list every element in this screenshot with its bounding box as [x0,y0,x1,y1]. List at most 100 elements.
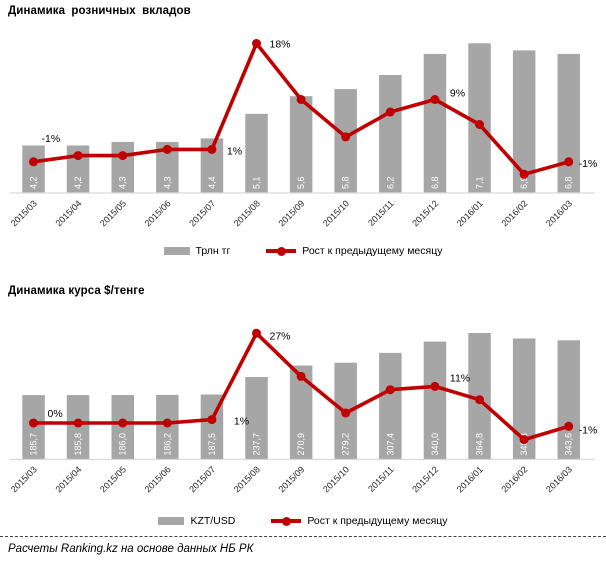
bar [245,377,268,460]
bar [512,338,536,460]
x-tick-label: 2016/01 [455,464,485,494]
x-tick-label: 2015/07 [187,198,217,228]
growth-value-label: 27% [270,330,291,342]
line-point [296,371,306,381]
line-point [118,151,128,161]
growth-value-label: 1% [234,416,249,428]
x-tick-label: 2015/08 [232,464,262,494]
bar-value-label: 186,2 [162,433,172,456]
x-tick-label: 2015/08 [232,198,262,228]
bar-value-label: 364,8 [475,433,485,456]
line-series-swatch [266,246,297,256]
line-point [341,132,351,142]
bar-value-label: 4,2 [29,176,39,189]
bar-value-label: 6,8 [430,176,440,189]
bar-value-label: 4,4 [207,176,217,189]
x-tick-label: 2016/01 [455,198,485,228]
dashed-separator [0,536,606,537]
x-tick-label: 2015/03 [9,198,39,228]
bar-value-label: 279,2 [341,433,351,456]
line-point [162,418,172,428]
bar-value-label: 6,8 [564,176,574,189]
source-note: Расчеты Ranking.kz на основе данных НБ Р… [8,543,254,555]
line-series-label: Рост к предыдущему месяцу [307,515,448,527]
bar-value-label: 7,1 [475,176,485,189]
x-tick-label: 2015/10 [321,464,351,494]
x-tick-label: 2015/05 [98,198,128,228]
x-tick-label: 2015/12 [410,198,440,228]
line-point [162,144,172,154]
x-tick-label: 2015/11 [366,464,396,494]
growth-value-label: -1% [579,158,598,170]
line-marker-icon [276,246,286,256]
chart1-title: Динамика розничных вкладов [8,5,191,17]
bar-value-label: 5,1 [252,176,262,189]
bar [557,53,580,194]
line-series-swatch [271,516,302,526]
x-tick-label: 2015/07 [187,464,217,494]
line-point [252,39,261,48]
bar [200,138,224,193]
x-tick-label: 2016/02 [499,464,529,494]
bar-value-label: 185,8 [73,433,83,456]
line-point [29,418,38,428]
bar [423,341,447,460]
bar [156,141,179,193]
bar-value-label: 340,0 [430,433,440,456]
x-tick-label: 2015/06 [143,198,173,228]
bar [379,75,402,193]
growth-value-label: 11% [450,372,470,384]
line-point [341,408,351,418]
x-tick-label: 2015/04 [53,198,83,228]
x-tick-label: 2015/10 [321,198,351,228]
bar [289,365,313,460]
bar-value-label: 6,2 [385,176,395,189]
line-point [207,144,217,154]
chart2-legend: KZT/USD Рост к предыдущему месяцу [0,513,606,529]
bar-series-label: KZT/USD [190,515,236,527]
bar-value-label: 270,9 [296,433,306,456]
x-tick-label: 2015/11 [366,198,396,228]
legend-item-line: Рост к предыдущему месяцу [266,245,442,257]
bar [22,145,45,193]
bar-value-label: 237,7 [252,433,262,456]
x-tick-label: 2015/04 [53,464,83,494]
line-point [207,415,217,425]
bar-value-label: 4,3 [162,176,172,189]
chart1-legend: Трлн тг Рост к предыдущему месяцу [0,243,606,259]
retail-deposits-chart: 4,2 4,2 4,3 4,3 4,4 5,1 5,6 5,8 6,2 6,8 7,1 6,9 6,8 2… [9,39,598,229]
bar-value-label: 4,3 [118,176,128,189]
x-tick-label: 2015/05 [98,464,128,494]
line-point [29,157,38,167]
line-point [475,120,484,129]
x-tick-label: 2015/03 [9,464,39,494]
growth-value-label: 1% [227,145,242,157]
bar-value-label: 4,2 [73,176,83,189]
line-point [385,385,395,395]
line-point [73,418,83,428]
exchange-rate-chart: 185,7 185,8 186,0 186,2 187,5 237,7 270,9 279,2… [9,328,598,494]
line-point [430,381,440,391]
x-tick-label: 2016/03 [544,464,574,494]
bar-value-label: 5,8 [341,176,351,189]
legend-item-bars: KZT/USD [158,515,235,527]
x-tick-label: 2015/09 [276,198,306,228]
bar-value-label: 348,8 [519,433,529,456]
legend-item-line: Рост к предыдущему месяцу [271,515,448,527]
growth-value-label: 0% [48,408,63,420]
bar-value-label: 343,6 [564,433,574,456]
line-point [564,421,574,431]
bar-value-label: 6,9 [519,176,529,189]
growth-value-label: -1% [579,424,598,436]
line-point [430,95,440,104]
bar [289,96,313,193]
line-series-label: Рост к предыдущему месяцу [302,245,443,257]
bar-series-swatch [163,247,190,255]
line-point [475,395,484,405]
line-point [519,435,529,445]
legend-item-bars: Трлн тг [163,245,230,257]
bar-value-label: 185,7 [29,433,39,456]
growth-value-label: -1% [42,133,61,145]
line-point [296,95,306,104]
